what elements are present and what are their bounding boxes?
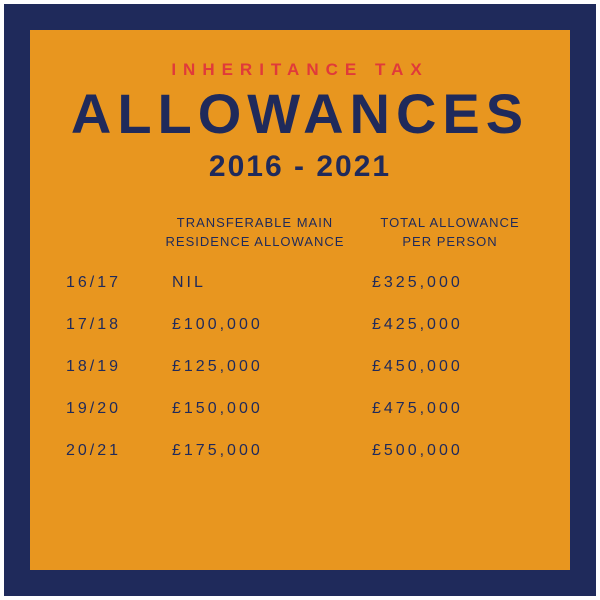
cell-transferable: £175,000 (150, 442, 360, 460)
allowance-table: TRANSFERABLE MAIN RESIDENCE ALLOWANCE TO… (60, 214, 540, 460)
page-title: ALLOWANCES (60, 86, 540, 142)
cell-transferable: NIL (150, 274, 360, 292)
col-total-header-l2: PER PERSON (402, 234, 497, 249)
cell-total: £500,000 (360, 442, 540, 460)
table-row: 19/20 £150,000 £475,000 (60, 400, 540, 418)
panel: INHERITANCE TAX ALLOWANCES 2016 - 2021 T… (30, 30, 570, 570)
page-outer: INHERITANCE TAX ALLOWANCES 2016 - 2021 T… (0, 0, 600, 600)
cell-year: 17/18 (60, 316, 150, 334)
cell-year: 16/17 (60, 274, 150, 292)
col-total-header-l1: TOTAL ALLOWANCE (380, 215, 519, 230)
cell-transferable: £100,000 (150, 316, 360, 334)
table-header: TRANSFERABLE MAIN RESIDENCE ALLOWANCE TO… (60, 214, 540, 252)
cell-total: £425,000 (360, 316, 540, 334)
col-transferable-header-l2: RESIDENCE ALLOWANCE (166, 234, 345, 249)
col-transferable-header: TRANSFERABLE MAIN RESIDENCE ALLOWANCE (150, 214, 360, 252)
table-row: 20/21 £175,000 £500,000 (60, 442, 540, 460)
cell-total: £325,000 (360, 274, 540, 292)
cell-total: £475,000 (360, 400, 540, 418)
header: INHERITANCE TAX ALLOWANCES 2016 - 2021 (60, 60, 540, 184)
overline: INHERITANCE TAX (60, 60, 540, 80)
cell-transferable: £125,000 (150, 358, 360, 376)
cell-transferable: £150,000 (150, 400, 360, 418)
frame: INHERITANCE TAX ALLOWANCES 2016 - 2021 T… (4, 4, 596, 596)
table-row: 17/18 £100,000 £425,000 (60, 316, 540, 334)
table-row: 16/17 NIL £325,000 (60, 274, 540, 292)
cell-year: 18/19 (60, 358, 150, 376)
cell-year: 19/20 (60, 400, 150, 418)
table-row: 18/19 £125,000 £450,000 (60, 358, 540, 376)
cell-total: £450,000 (360, 358, 540, 376)
cell-year: 20/21 (60, 442, 150, 460)
col-transferable-header-l1: TRANSFERABLE MAIN (177, 215, 333, 230)
year-range: 2016 - 2021 (60, 150, 540, 184)
col-total-header: TOTAL ALLOWANCE PER PERSON (360, 214, 540, 252)
